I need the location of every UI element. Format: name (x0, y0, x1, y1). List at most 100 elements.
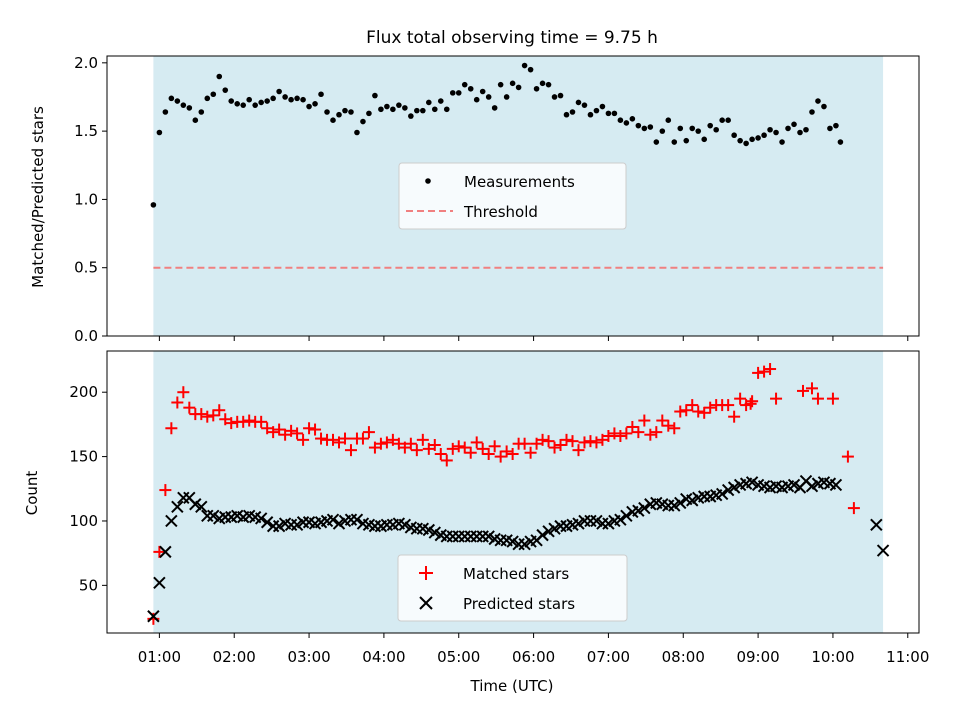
matched-star-point (650, 426, 663, 439)
matched-star-point (165, 422, 178, 435)
measurement-point (294, 95, 300, 102)
measurement-point (186, 105, 193, 111)
matched-star-point (488, 440, 501, 453)
matched-star-point (147, 612, 160, 625)
measurement-point (443, 106, 450, 113)
matched-star-point (482, 448, 495, 461)
legend-predicted-label: Predicted stars (463, 595, 575, 613)
matched-star-point (626, 420, 639, 433)
measurement-point (575, 99, 582, 106)
x-tick-label: 09:00 (736, 648, 779, 666)
bottom-y-axis-label: Count (23, 471, 41, 516)
measurement-point (192, 117, 199, 123)
predicted-star-point (254, 512, 268, 525)
measurement-point (276, 88, 282, 95)
measurement-point (737, 137, 743, 144)
bottom-y-tick-label: 100 (69, 512, 98, 530)
matched-star-point (446, 442, 459, 455)
matched-star-point (518, 437, 531, 450)
legend-measurements-marker (425, 178, 431, 184)
x-tick-label: 10:00 (811, 648, 854, 666)
matched-star-point (171, 396, 184, 409)
predicted-star-point (260, 516, 274, 529)
measurement-point (222, 87, 229, 93)
legend-threshold-label: Threshold (463, 203, 538, 221)
matched-star-point (476, 442, 489, 455)
measurement-point (156, 129, 163, 136)
matched-star-point (728, 410, 741, 423)
matched-star-point (237, 415, 250, 428)
measurement-point (168, 95, 175, 102)
top-y-tick-label: 1.0 (74, 190, 98, 208)
matched-star-point (506, 448, 519, 461)
matched-star-point (566, 435, 579, 448)
bottom-y-tick-label: 50 (79, 576, 98, 594)
matched-star-point (356, 432, 369, 445)
predicted-star-point (614, 513, 627, 526)
measurement-point (312, 101, 318, 107)
measurement-point (228, 98, 235, 104)
chart-title: Flux total observing time = 9.75 h (366, 28, 658, 48)
predicted-star-point (326, 513, 340, 526)
measurement-point (396, 102, 402, 108)
measurement-point (491, 105, 498, 111)
measurement-point (545, 81, 552, 88)
measurement-point (587, 111, 594, 118)
matched-star-point (458, 441, 471, 454)
measurement-point (683, 137, 690, 144)
measurement-point (695, 128, 702, 134)
measurement-point (641, 125, 648, 132)
matched-star-point (362, 426, 375, 439)
x-tick-label: 04:00 (362, 648, 405, 666)
measurement-point (509, 80, 516, 87)
measurement-point (653, 139, 660, 145)
matched-star-point (826, 392, 839, 405)
measurement-point (671, 139, 678, 145)
predicted-star-point (171, 500, 184, 514)
measurement-point (797, 129, 803, 136)
measurement-point (402, 105, 408, 111)
matched-star-point (764, 363, 777, 376)
matched-star-point (255, 415, 268, 428)
bottom-y-tick-label: 150 (69, 448, 98, 466)
predicted-star-point (153, 576, 166, 589)
matched-star-point (536, 433, 549, 446)
measurement-point (414, 107, 420, 114)
matched-star-point (267, 426, 280, 439)
measurement-point (743, 140, 749, 147)
measurement-point (431, 106, 438, 113)
top-y-tick-label: 1.5 (74, 122, 98, 140)
predicted-star-point (870, 518, 883, 532)
x-axis-label: Time (UTC) (470, 677, 554, 695)
measurement-point (659, 128, 666, 134)
matched-star-point (797, 384, 809, 397)
matched-star-point (668, 422, 681, 435)
x-tick-label: 11:00 (886, 648, 929, 666)
bottom-x-ticks: 01:00 02:00 03:00 04:00 05:00 06:00 07:00 08:00… (138, 633, 929, 666)
measurement-point (503, 94, 510, 100)
legend-matched-label: Matched stars (463, 565, 569, 583)
measurement-point (306, 103, 312, 110)
x-tick-label: 07:00 (587, 648, 630, 666)
matched-star-point (177, 386, 190, 399)
measurement-point (342, 107, 348, 114)
matched-star-point (744, 397, 757, 410)
measurement-point (623, 120, 630, 126)
matched-star-point (524, 446, 537, 459)
predicted-star-point (674, 496, 687, 510)
measurement-point (282, 94, 288, 100)
matched-star-point (207, 409, 220, 422)
measurement-point (449, 90, 456, 96)
measurement-point (288, 96, 294, 103)
measurement-point (665, 117, 672, 123)
measurement-point (581, 102, 588, 108)
measurement-point (605, 110, 612, 117)
measurement-point (270, 95, 276, 102)
measurement-point (731, 132, 737, 139)
measurement-point (348, 109, 354, 115)
matched-star-point (698, 406, 711, 419)
matched-star-point (584, 435, 597, 448)
matched-star-point (213, 404, 226, 417)
matched-star-point (686, 399, 699, 412)
measurement-point (390, 106, 396, 113)
